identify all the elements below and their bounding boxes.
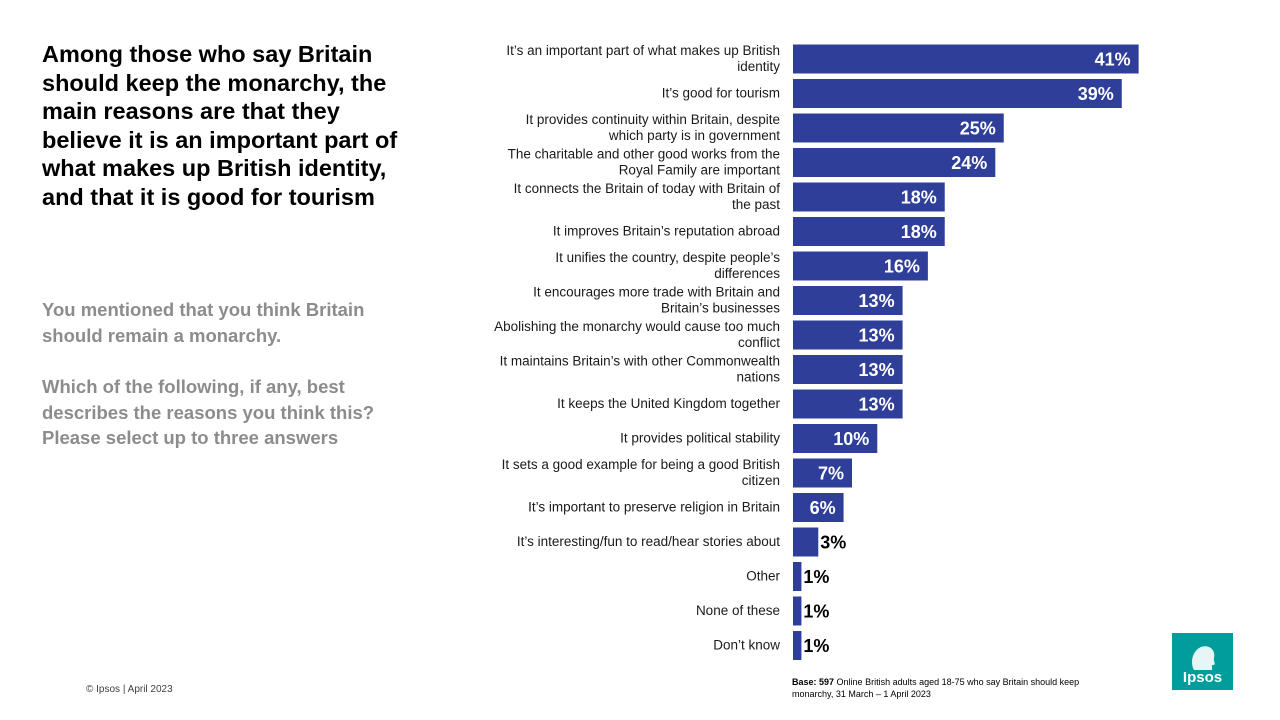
bar (793, 217, 945, 246)
value-label: 41% (1095, 50, 1131, 70)
category-label: It maintains Britain’s with other Common… (500, 354, 781, 385)
value-label: 25% (960, 119, 996, 139)
value-label: 3% (820, 533, 846, 553)
bar (793, 631, 802, 660)
bar (793, 562, 802, 591)
base-label: Base: 597 (792, 677, 835, 687)
category-label: It improves Britain’s reputation abroad (553, 224, 780, 239)
category-label: Don’t know (713, 638, 780, 653)
bar (793, 286, 903, 315)
category-label: None of these (696, 603, 780, 618)
value-label: 13% (859, 360, 895, 380)
category-label: It’s interesting/fun to read/hear storie… (517, 534, 780, 549)
value-label: 6% (810, 498, 836, 518)
bar (793, 527, 819, 557)
category-label: It’s good for tourism (662, 86, 780, 101)
category-label: Abolishing the monarchy would cause too … (494, 319, 780, 350)
bar (793, 389, 903, 419)
value-label: 13% (859, 326, 895, 346)
value-label: 16% (884, 257, 920, 277)
bar (793, 424, 878, 453)
bar (793, 182, 945, 212)
bar (793, 458, 853, 488)
logo-text: Ipsos (1182, 669, 1223, 686)
bar (793, 251, 928, 281)
bar (793, 148, 996, 177)
category-label: It’s an important part of what makes up … (506, 43, 780, 74)
bar (793, 320, 903, 350)
bar (793, 596, 802, 626)
value-label: 18% (901, 222, 937, 242)
category-label: Other (746, 569, 780, 584)
value-label: 13% (859, 291, 895, 311)
base-text: Online British adults aged 18-75 who say… (792, 677, 1080, 699)
category-label: It provides continuity within Britain, d… (526, 112, 781, 143)
headline: Among those who say Britain should keep … (42, 41, 398, 210)
bar (793, 355, 903, 384)
category-label: It provides political stability (620, 431, 780, 446)
category-label: It sets a good example for being a good … (502, 457, 780, 488)
question-intro: You mentioned that you think Britain sho… (42, 299, 365, 346)
ipsos-logo: Ipsos (1172, 633, 1233, 690)
category-label: It connects the Britain of today with Br… (514, 181, 781, 212)
base-note: Base: 597 Online British adults aged 18-… (792, 676, 1122, 700)
value-label: 18% (901, 188, 937, 208)
category-label: It keeps the United Kingdom together (557, 396, 780, 411)
head-silhouette-icon (1192, 646, 1215, 670)
value-label: 1% (803, 602, 829, 622)
question-text: Which of the following, if any, best des… (42, 376, 375, 448)
category-label: The charitable and other good works from… (508, 147, 781, 178)
value-label: 7% (818, 464, 844, 484)
value-label: 39% (1078, 84, 1114, 104)
value-label: 10% (833, 429, 869, 449)
value-label: 1% (803, 567, 829, 587)
bar (793, 44, 1139, 74)
bar (793, 113, 1004, 143)
value-label: 1% (803, 636, 829, 656)
category-label: It unifies the country, despite people’s… (555, 250, 780, 281)
bar (793, 493, 844, 522)
copyright: © Ipsos | April 2023 (86, 684, 173, 695)
category-label: It encourages more trade with Britain an… (533, 285, 780, 316)
category-label: It’s important to preserve religion in B… (528, 500, 780, 515)
value-label: 24% (951, 153, 987, 173)
bar (793, 79, 1122, 108)
value-label: 13% (859, 395, 895, 415)
